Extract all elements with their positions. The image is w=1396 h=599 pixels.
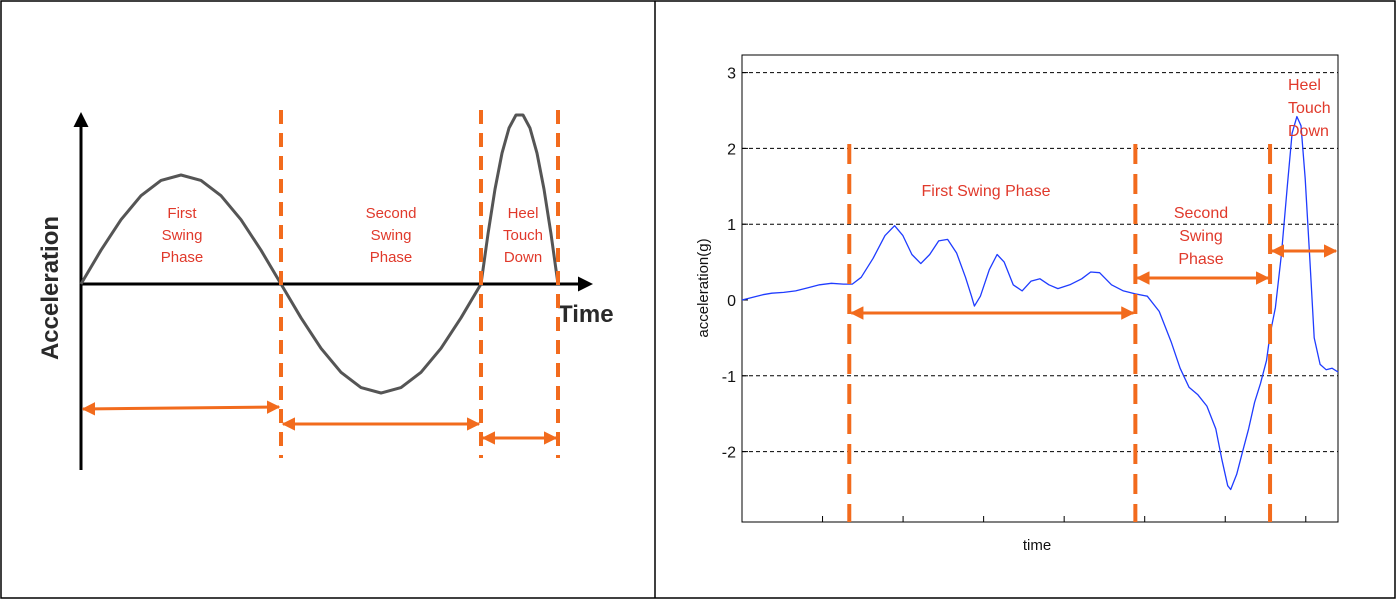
right-phase-label: Swing [1179, 228, 1223, 245]
right-y-tick-label: 0 [727, 293, 736, 310]
right-phase-label: Down [1288, 123, 1329, 140]
left-panel-schematic: Acceleration Time First Swing Phase Second S… [37, 110, 614, 470]
left-phase-label: First [167, 205, 197, 222]
right-y-tick-label: 1 [727, 217, 736, 234]
right-phase-label: First Swing Phase [922, 183, 1051, 200]
right-x-axis-label: time [1023, 537, 1051, 554]
right-y-tick-label: -1 [722, 369, 736, 386]
left-phase-label: Heel [508, 205, 539, 222]
right-y-tick-label: 3 [727, 66, 736, 83]
left-phase-label: Touch [503, 227, 543, 244]
right-y-axis-label: acceleration(g) [695, 238, 712, 337]
right-phase-label: Touch [1288, 100, 1331, 117]
right-phase-label: Second [1174, 205, 1228, 222]
left-phase-label: Swing [371, 227, 412, 244]
left-sine-curve [79, 113, 560, 395]
left-phase-label: Phase [161, 249, 204, 266]
right-panel-measured: 3 2 1 0 -1 -2 First Swing Phase Second Swing Pha… [695, 54, 1339, 554]
left-y-axis-label: Acceleration [37, 216, 64, 360]
right-y-tick-label: 2 [727, 141, 736, 158]
right-phase-label: Phase [1178, 251, 1223, 268]
left-x-axis-label: Time [558, 301, 614, 328]
left-phase-span-arrow [81, 400, 281, 416]
right-y-tick-label: -2 [722, 445, 736, 462]
left-phase-label: Down [504, 249, 542, 266]
right-signal-line [741, 115, 1339, 491]
left-phase-label: Second [366, 205, 417, 222]
right-phase-label: Heel [1288, 77, 1321, 94]
left-phase-label: Swing [162, 227, 203, 244]
right-plot-area [741, 54, 1339, 523]
left-phase-label: Phase [370, 249, 413, 266]
